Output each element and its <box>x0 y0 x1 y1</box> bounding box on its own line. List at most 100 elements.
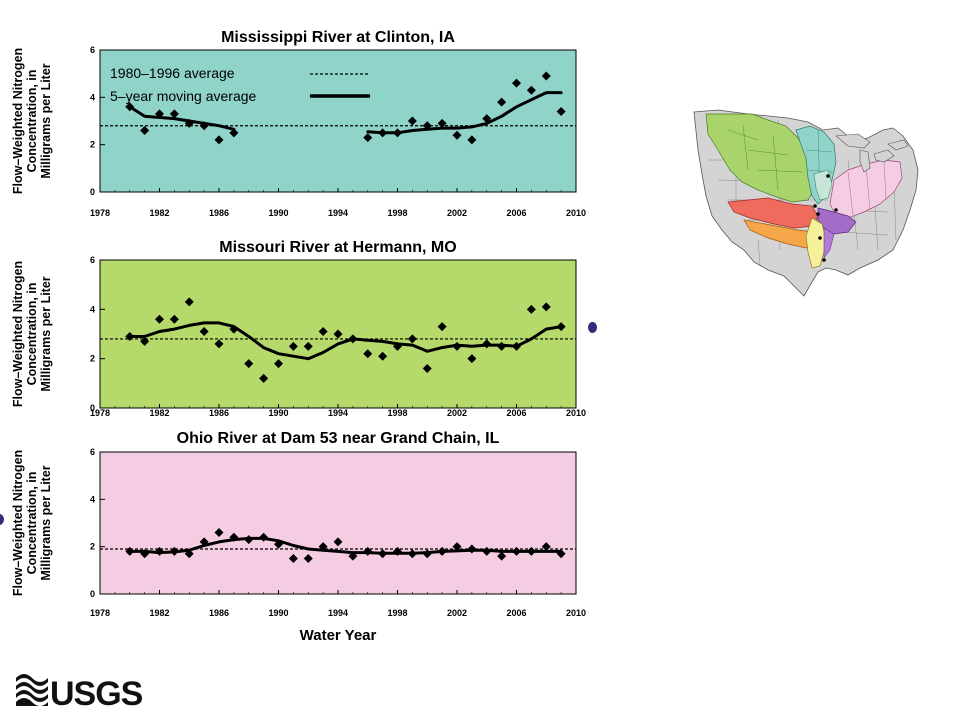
data-point <box>482 339 492 349</box>
x-tick-label: 1994 <box>328 208 348 218</box>
data-point <box>303 341 313 351</box>
x-axis-title: Water Year <box>300 627 377 644</box>
legend-moving-label: 5–year moving average <box>110 88 257 104</box>
y-axis-label-line: Concentration, in <box>25 70 39 173</box>
y-axis-label-line: Concentration, in <box>25 283 39 386</box>
chart-title: Mississippi River at Clinton, IA <box>221 29 455 46</box>
data-point <box>526 546 536 556</box>
x-tick-label: 1986 <box>209 408 229 418</box>
data-point <box>348 551 358 561</box>
x-tick-label: 2002 <box>447 408 467 418</box>
data-point <box>497 551 507 561</box>
data-point <box>333 329 343 339</box>
data-point <box>363 546 373 556</box>
data-point <box>199 537 209 547</box>
data-point <box>497 341 507 351</box>
lower-mississippi-basin <box>805 217 835 269</box>
data-point <box>333 537 343 547</box>
data-point <box>437 322 447 332</box>
y-tick-label: 2 <box>90 140 95 150</box>
data-point <box>437 546 447 556</box>
data-point <box>140 125 150 135</box>
chart-title: Missouri River at Hermann, MO <box>219 239 456 256</box>
data-point <box>318 542 328 552</box>
x-tick-label: 2002 <box>447 208 467 218</box>
data-point <box>363 349 373 359</box>
data-point <box>541 71 551 81</box>
data-point <box>422 364 432 374</box>
data-point <box>407 116 417 126</box>
chart-missouri-svg: Missouri River at Hermann, MO 0 2 4 6 1978 198… <box>11 239 586 418</box>
basin-map <box>693 109 919 297</box>
usgs-logo: USGS <box>14 672 144 713</box>
data-point <box>541 542 551 552</box>
data-point <box>363 133 373 143</box>
data-point <box>184 549 194 559</box>
x-tick-label: 1978 <box>90 208 110 218</box>
data-point <box>422 121 432 131</box>
data-point <box>467 135 477 145</box>
y-tick-label: 4 <box>90 304 95 314</box>
x-tick-label: 2006 <box>506 408 526 418</box>
great-lakes <box>835 133 909 173</box>
data-point <box>184 297 194 307</box>
x-tick-label: 1994 <box>328 408 348 418</box>
data-point <box>288 554 298 563</box>
moving-average-line <box>128 105 236 131</box>
data-point <box>155 109 164 119</box>
x-tick-label: 1986 <box>209 608 229 618</box>
y-axis-label-line: Concentration, in <box>25 472 39 575</box>
chart-mississippi-svg: Mississippi River at Clinton, IA 0 2 4 6 1978… <box>11 29 586 218</box>
data-point <box>199 327 209 337</box>
y-tick-label: 0 <box>90 589 95 599</box>
data-point <box>556 322 566 332</box>
y-tick-label: 6 <box>90 45 95 55</box>
y-tick-label: 4 <box>90 494 95 504</box>
y-axis-label: Flow–Weighted NitrogenConcentration, inM… <box>11 450 53 596</box>
y-axis-label: Flow–Weighted NitrogenConcentration, inM… <box>11 48 53 194</box>
monitoring-stations <box>813 174 838 262</box>
chart-panel-ohio: Ohio River at Dam 53 near Grand Chain, I… <box>0 420 600 650</box>
y-tick-label: 2 <box>90 542 95 552</box>
data-point <box>155 546 164 556</box>
data-point <box>140 336 150 346</box>
x-tick-label: 2010 <box>566 408 586 418</box>
x-tick-label: 1986 <box>209 208 229 218</box>
data-point <box>125 546 135 556</box>
data-point <box>259 532 269 542</box>
data-point <box>155 314 164 324</box>
y-tick-label: 2 <box>90 354 95 364</box>
data-point <box>482 546 492 556</box>
y-axis-label: Flow–Weighted NitrogenConcentration, inM… <box>11 261 53 407</box>
data-point <box>452 130 462 140</box>
data-point <box>244 535 254 545</box>
y-axis-label-line: Milligrams per Liter <box>39 63 53 178</box>
data-point <box>452 341 462 351</box>
slide-dot-right <box>588 322 597 333</box>
x-tick-label: 2010 <box>566 208 586 218</box>
y-axis-label-line: Flow–Weighted Nitrogen <box>11 450 25 596</box>
data-point <box>125 331 135 341</box>
data-point <box>229 532 239 542</box>
data-point <box>303 554 313 563</box>
data-point <box>497 97 507 107</box>
chart-panel-mississippi: Mississippi River at Clinton, IA 0 2 4 6 1978… <box>0 0 600 222</box>
data-point <box>274 539 283 549</box>
data-point <box>407 549 417 559</box>
data-point <box>541 302 551 312</box>
x-tick-label: 1990 <box>268 208 288 218</box>
data-point <box>229 324 239 334</box>
data-point <box>467 354 477 364</box>
data-point <box>422 549 432 559</box>
data-point <box>214 339 224 349</box>
y-tick-label: 4 <box>90 92 95 102</box>
usgs-logo-text: USGS <box>50 675 143 708</box>
y-axis-label-line: Milligrams per Liter <box>39 465 53 580</box>
missouri-basin <box>705 113 815 203</box>
x-tick-label: 2006 <box>506 608 526 618</box>
data-point <box>288 341 298 351</box>
data-point <box>274 359 283 369</box>
data-point <box>407 334 417 344</box>
data-point <box>556 549 566 559</box>
data-point <box>512 341 521 351</box>
